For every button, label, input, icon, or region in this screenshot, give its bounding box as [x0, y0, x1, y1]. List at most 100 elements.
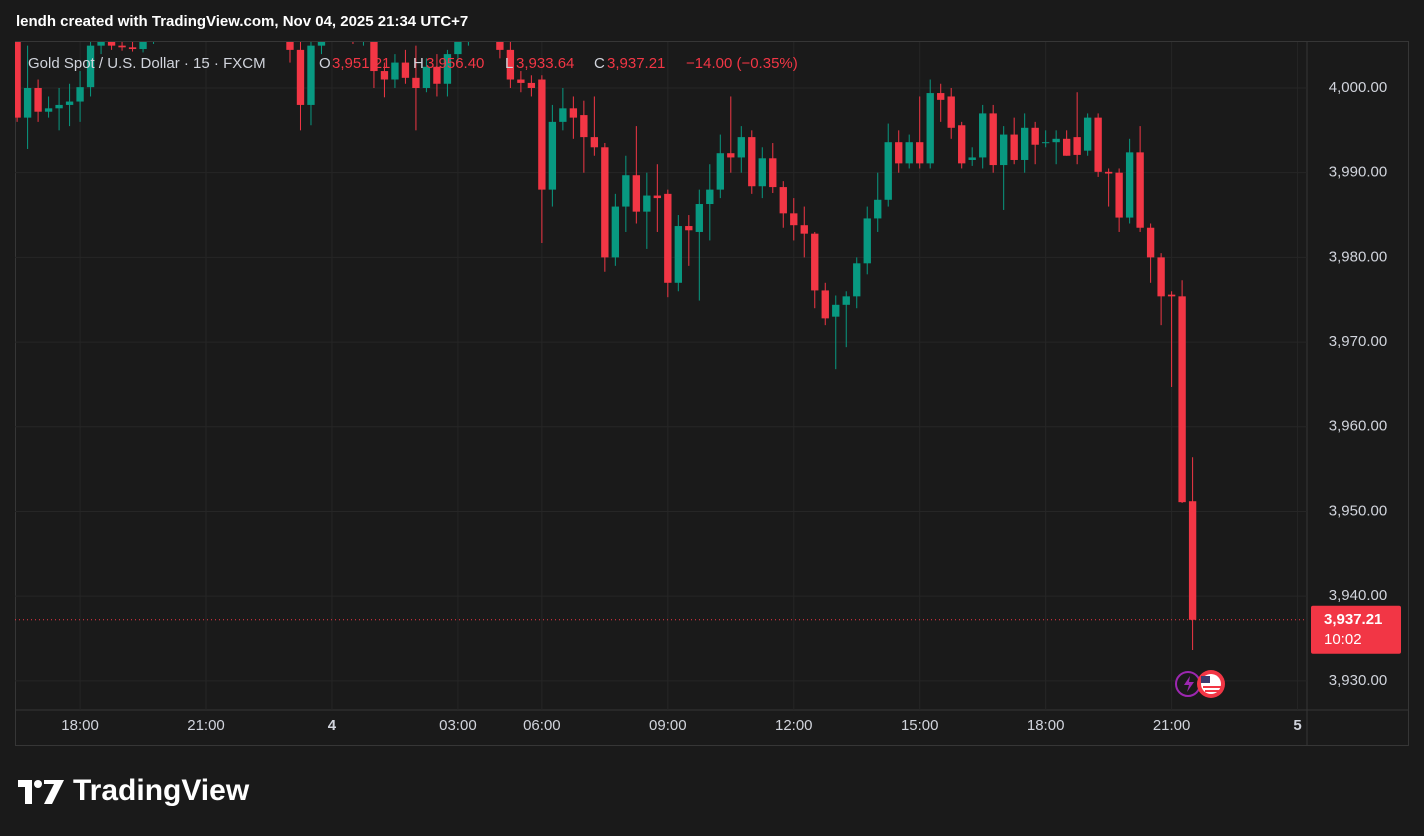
candle-body — [55, 104, 63, 109]
y-tick-label: 3,950.00 — [1329, 502, 1387, 519]
candle-body — [1010, 134, 1018, 160]
candle-body — [989, 113, 997, 166]
ohlc-value: 3,951.21 — [332, 55, 390, 72]
candle-body — [748, 137, 756, 187]
chart-frame — [15, 41, 1409, 746]
candle-body — [706, 189, 714, 205]
candle-body — [286, 42, 294, 50]
candle-body — [296, 49, 305, 105]
x-tick-label: 21:00 — [1153, 717, 1191, 734]
candle-body — [695, 204, 703, 232]
x-tick-label: 5 — [1293, 717, 1301, 734]
candle-body — [1115, 172, 1123, 218]
candle-body — [590, 137, 599, 148]
x-tick-label: 03:00 — [439, 717, 477, 734]
candle-body — [685, 226, 693, 231]
candle-body — [674, 226, 682, 283]
candles — [15, 42, 1197, 651]
candle-body — [664, 193, 672, 283]
caption: lendh created with TradingView.com, Nov … — [16, 13, 468, 30]
candle-body — [790, 213, 798, 226]
candle-body — [34, 87, 42, 112]
candle-body — [821, 290, 829, 319]
candle-body — [1167, 294, 1176, 297]
y-tick-label: 3,970.00 — [1329, 333, 1387, 350]
candle-body — [1041, 142, 1050, 144]
candle-body — [15, 42, 21, 118]
candle-body — [842, 296, 850, 305]
x-tick-label: 4 — [328, 717, 337, 734]
candle-body — [979, 113, 987, 158]
logo-mark — [34, 780, 42, 788]
ohlc-label: O — [319, 55, 331, 72]
candle-body — [76, 87, 84, 102]
flag-canton — [1201, 676, 1210, 683]
candle-body — [1031, 127, 1039, 145]
candle-body — [412, 77, 420, 88]
candle-body — [1146, 227, 1155, 258]
candle-body — [559, 108, 567, 122]
event-bolt — [1184, 676, 1194, 692]
y-tick-label: 3,940.00 — [1329, 587, 1387, 604]
candle-body — [580, 115, 588, 138]
candle-body — [538, 79, 546, 190]
candle-body — [737, 137, 745, 158]
candle-body — [391, 62, 399, 80]
candle-body — [1178, 296, 1186, 503]
y-tick-label: 3,960.00 — [1329, 418, 1387, 435]
candle-body — [128, 47, 137, 50]
last-price-label: 3,937.21 — [1324, 611, 1382, 628]
y-tick-label: 3,980.00 — [1329, 248, 1387, 265]
candle-body — [937, 93, 945, 100]
candle-body — [1094, 117, 1102, 172]
candle-body — [1083, 117, 1092, 151]
candle-body — [800, 225, 808, 234]
candle-body — [769, 158, 777, 188]
candle-body — [926, 93, 934, 164]
candle-body — [139, 42, 147, 50]
y-tick-label: 3,990.00 — [1329, 164, 1387, 181]
candle-body — [118, 45, 126, 48]
candle-body — [958, 125, 966, 164]
candle-body — [569, 108, 578, 118]
y-tick-label: 3,930.00 — [1329, 672, 1387, 689]
y-tick-label: 4,000.00 — [1329, 79, 1387, 96]
x-tick-label: 09:00 — [649, 717, 687, 734]
candle-body — [86, 45, 95, 88]
x-tick-label: 18:00 — [61, 717, 99, 734]
event-icons — [1175, 670, 1225, 698]
candle-body — [832, 304, 840, 317]
candle-body — [811, 233, 819, 291]
ohlc-label: H — [413, 55, 424, 72]
candle-body — [758, 158, 766, 187]
candle-body — [1073, 137, 1081, 155]
ohlc-value: 3,956.40 — [426, 55, 484, 72]
logo-mark — [44, 780, 64, 804]
candle-body — [506, 49, 515, 80]
candle-body — [1000, 134, 1008, 166]
candle-body — [401, 62, 410, 78]
x-tick-label: 06:00 — [523, 717, 561, 734]
symbol-title: Gold Spot / U.S. Dollar · 15 · FXCM — [28, 55, 266, 72]
candle-body — [874, 199, 882, 219]
candle-body — [23, 87, 32, 118]
candle-body — [443, 54, 452, 84]
candle-body — [643, 195, 651, 212]
overlay: 3,930.00 3,940.00 3,950.00 3,960.00 3,970.00… — [15, 55, 1401, 734]
candle-body — [653, 195, 661, 199]
candle-body — [716, 153, 724, 190]
candle-body — [1020, 127, 1029, 160]
candle-body — [44, 108, 53, 112]
candle-body — [601, 147, 609, 258]
candle-body — [611, 206, 620, 258]
candle-body — [97, 42, 105, 46]
candle-body — [65, 101, 74, 105]
candle-body — [380, 71, 389, 80]
candle-body — [622, 175, 630, 207]
candle-body — [496, 42, 504, 50]
candle-body — [1062, 138, 1071, 156]
ohlc-value: 3,937.21 — [607, 55, 665, 72]
